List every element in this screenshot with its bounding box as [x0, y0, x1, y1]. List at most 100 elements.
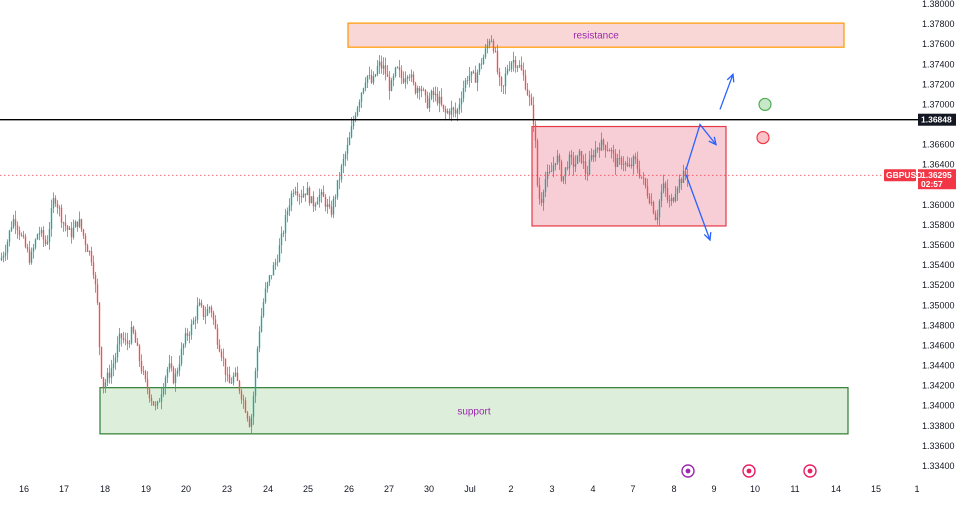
- candle-body: [42, 230, 45, 240]
- candle-body: [438, 96, 441, 104]
- arrow-annotation[interactable]: [685, 123, 717, 170]
- candle-body: [472, 71, 475, 73]
- candle-body: [198, 302, 201, 306]
- y-axis[interactable]: 1.38000 1.37800 1.37600 1.37400 1.37200 1.370…: [884, 0, 963, 502]
- candle-body: [356, 107, 359, 116]
- candle-body: [588, 159, 591, 175]
- candle-body: [580, 151, 583, 163]
- candle-body: [30, 251, 33, 263]
- current-price-text: 1.36295: [921, 170, 952, 180]
- candle-body: [152, 401, 155, 406]
- zone-support[interactable]: [99, 387, 849, 435]
- candle-body: [134, 332, 137, 343]
- candle-body: [406, 76, 409, 79]
- candle-body: [68, 228, 71, 230]
- candle-body: [268, 275, 271, 283]
- candle-body: [676, 188, 679, 194]
- circle-marker[interactable]: [756, 130, 770, 145]
- candle-body: [280, 233, 283, 246]
- candle-body: [90, 251, 93, 263]
- zone-resistance[interactable]: [347, 22, 845, 48]
- candle-body: [308, 187, 311, 204]
- candle-body: [680, 179, 683, 183]
- symbol-tag: [884, 169, 916, 182]
- current-price-tag: [918, 169, 956, 190]
- candle-body: [182, 344, 185, 349]
- candle-body: [520, 64, 523, 71]
- candle-body: [214, 319, 217, 329]
- candle-body: [154, 405, 157, 407]
- candle-body: [604, 145, 607, 151]
- candle-body: [190, 324, 193, 335]
- y-tick-label: 1.37200: [922, 79, 955, 89]
- candle-body: [44, 239, 47, 244]
- candle-body: [596, 147, 599, 150]
- lightning-event-icon-dot: [685, 468, 691, 474]
- y-tick-label: 1.34000: [922, 401, 955, 411]
- candle-body: [450, 107, 453, 115]
- y-tick-label: 1.37400: [922, 59, 955, 69]
- candle-body: [336, 180, 339, 198]
- candle-body: [104, 382, 107, 389]
- candle-body: [458, 104, 461, 110]
- candle-body: [316, 201, 319, 205]
- candle-body: [402, 77, 405, 83]
- candle-body: [126, 340, 129, 344]
- candle-body: [4, 252, 7, 256]
- candle-body: [144, 371, 147, 380]
- candle-body: [40, 230, 43, 233]
- candle-body: [332, 198, 335, 215]
- x-axis[interactable]: 16 17 18 19 20 23 24 25 26 27 30 Jul 2 3 4 7 8 9 10 11 14 15 1: [0, 480, 963, 502]
- candle-body: [418, 88, 421, 92]
- candle-body: [62, 222, 65, 224]
- zones-layer: resistance support: [99, 22, 849, 435]
- arrow-annotation[interactable]: [719, 74, 734, 110]
- candle-body: [220, 351, 223, 358]
- candle-body: [202, 305, 205, 317]
- candle-body: [550, 171, 553, 173]
- candle-body: [624, 163, 627, 165]
- candle-body: [392, 75, 395, 81]
- candle-body: [440, 96, 443, 105]
- candle-body: [290, 193, 293, 206]
- candle-body: [176, 370, 179, 374]
- candle-body: [628, 164, 631, 167]
- candle-body: [648, 196, 651, 204]
- candle-body: [266, 282, 269, 289]
- candle-body: [660, 191, 663, 201]
- candle-body: [430, 90, 433, 99]
- y-tick-label: 1.35400: [922, 260, 955, 270]
- candle-body: [498, 72, 501, 78]
- y-tick-label: 1.38000: [922, 0, 955, 9]
- candle-body: [88, 251, 91, 252]
- candle-body: [70, 228, 73, 238]
- candle-body: [14, 219, 17, 226]
- candle-body: [96, 284, 99, 303]
- candle-body: [506, 69, 509, 74]
- y-tick-label: 1.36000: [922, 200, 955, 210]
- candle-body: [666, 187, 669, 201]
- candle-body: [298, 195, 301, 197]
- candle-body: [222, 357, 225, 359]
- candle-body: [276, 261, 279, 263]
- x-tick-label: 1: [914, 484, 919, 494]
- y-tick-label: 1.33400: [922, 461, 955, 471]
- candle-body: [98, 302, 101, 348]
- candle-body: [544, 179, 547, 192]
- candle-body: [162, 387, 165, 395]
- candle-body: [562, 176, 565, 181]
- candle-body: [474, 72, 477, 83]
- circle-marker[interactable]: [758, 97, 772, 112]
- candle-body: [490, 40, 493, 42]
- candle-body: [382, 65, 385, 69]
- candle-body: [116, 344, 119, 358]
- arrow-annotation[interactable]: [685, 174, 711, 241]
- candle-body: [22, 235, 25, 237]
- candle-body: [108, 372, 111, 378]
- candle-body: [212, 312, 215, 320]
- candle-body: [532, 104, 535, 125]
- candle-body: [378, 61, 381, 66]
- candle-body: [94, 275, 97, 285]
